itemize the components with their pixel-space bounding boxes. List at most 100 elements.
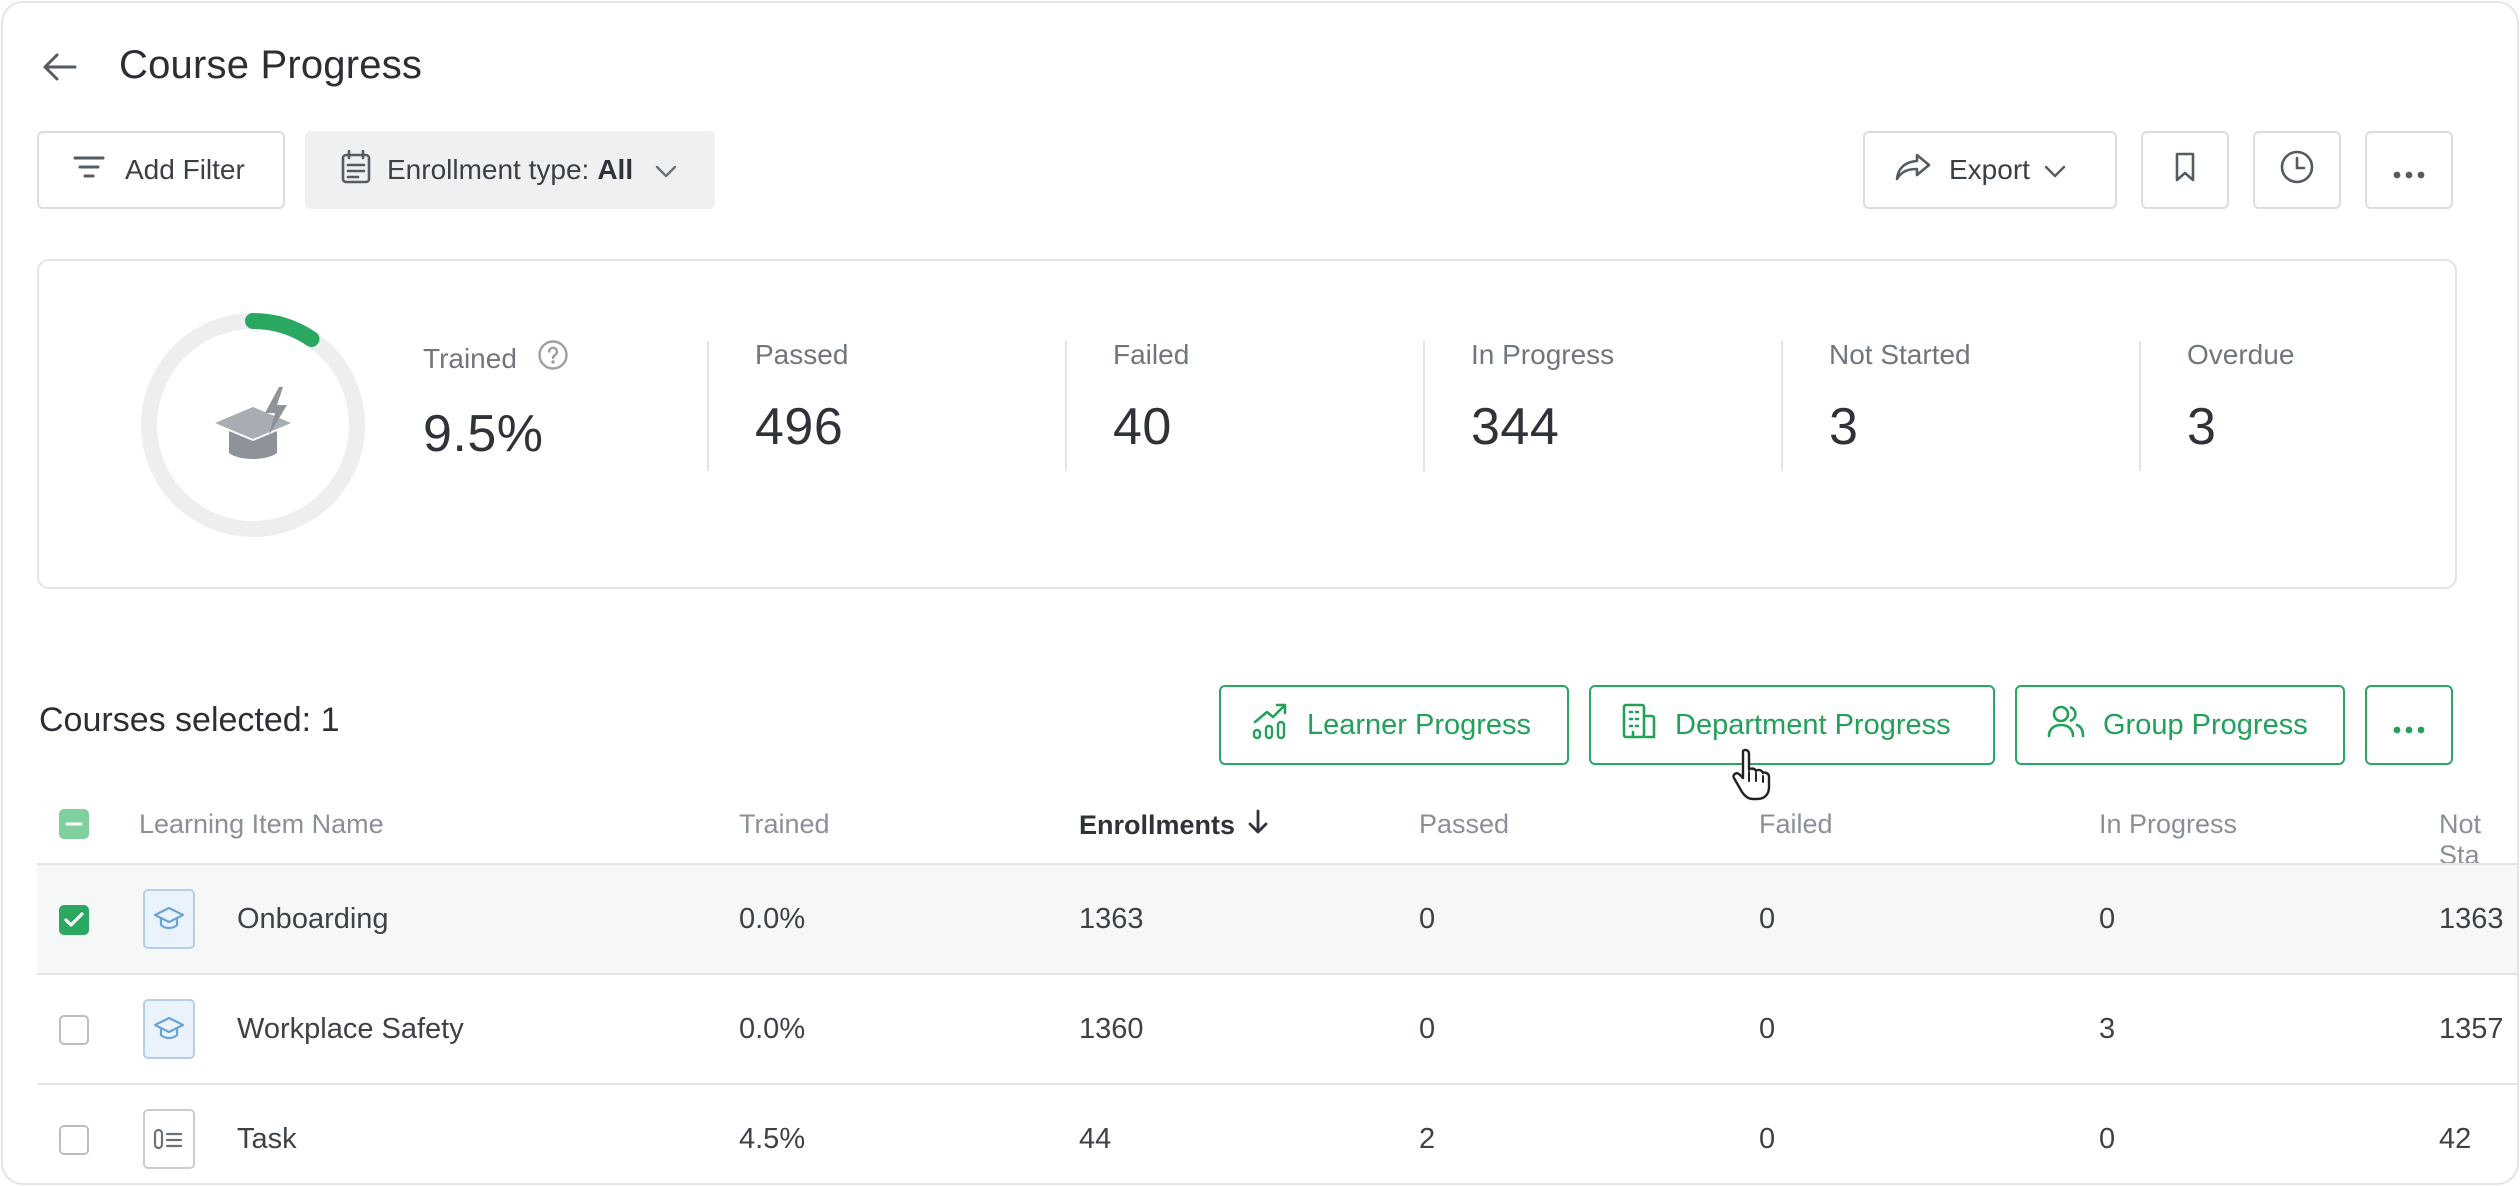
export-label: Export: [1949, 154, 2030, 185]
back-arrow-icon[interactable]: [39, 47, 79, 87]
in-progress-cell: 0: [2099, 903, 2116, 935]
group-progress-button[interactable]: Group Progress: [2015, 685, 2345, 765]
course-icon: [143, 999, 195, 1059]
stat-value: 496: [755, 398, 844, 456]
chevron-down-icon: [655, 154, 677, 186]
help-icon[interactable]: [537, 339, 569, 378]
item-name[interactable]: Task: [237, 1123, 297, 1155]
not-started-cell: 42: [2439, 1123, 2472, 1155]
stat-trained: Trained 9.5%: [423, 339, 569, 464]
export-button[interactable]: Export: [1863, 131, 2117, 209]
more-actions-button[interactable]: [2365, 685, 2453, 765]
trained-cell: 0.0%: [739, 903, 806, 935]
bookmark-icon: [2174, 152, 2196, 189]
failed-cell: 0: [1759, 1123, 1776, 1155]
stat-overdue: Overdue 3: [2187, 339, 2294, 457]
share-arrow-icon: [1895, 153, 1931, 188]
passed-cell: 0: [1419, 903, 1436, 935]
learner-progress-button[interactable]: Learner Progress: [1219, 685, 1569, 765]
divider: [2139, 341, 2141, 471]
enrollment-type-label: Enrollment type:: [387, 154, 590, 185]
chart-growth-icon: [1251, 702, 1289, 748]
in-progress-cell: 3: [2099, 1013, 2116, 1045]
stat-value: 9.5%: [423, 405, 544, 463]
enrollments-cell: 1360: [1079, 1013, 1144, 1045]
add-filter-label: Add Filter: [125, 154, 245, 185]
stat-value: 344: [1471, 398, 1560, 456]
stat-label: Passed: [755, 339, 849, 370]
stat-label: Not Started: [1829, 339, 1971, 370]
clock-icon: [2279, 149, 2315, 192]
column-header-in-progress[interactable]: In Progress: [2099, 809, 2238, 839]
divider: [1065, 341, 1067, 471]
add-filter-button[interactable]: Add Filter: [37, 131, 285, 209]
trained-cell: 4.5%: [739, 1123, 806, 1155]
divider: [1423, 341, 1425, 471]
task-icon: [143, 1109, 195, 1169]
enrollment-type-dropdown[interactable]: Enrollment type: All: [305, 131, 715, 209]
learner-progress-label: Learner Progress: [1307, 708, 1532, 741]
failed-cell: 0: [1759, 903, 1776, 935]
failed-cell: 0: [1759, 1013, 1776, 1045]
hand-pointer-icon: [1731, 747, 1771, 806]
item-name[interactable]: Onboarding: [237, 903, 389, 935]
not-started-cell: 1363: [2439, 903, 2504, 935]
history-button[interactable]: [2253, 131, 2341, 209]
ellipsis-icon: [2393, 154, 2425, 186]
stat-value: 3: [1829, 398, 1859, 456]
not-started-cell: 1357: [2439, 1013, 2504, 1045]
summary-card: Trained 9.5% Passed 496 Failed 40 In Pro…: [37, 259, 2457, 589]
row-checkbox[interactable]: [59, 1125, 89, 1155]
column-header-trained[interactable]: Trained: [739, 809, 830, 839]
stat-label: Overdue: [2187, 339, 2295, 370]
trained-cell: 0.0%: [739, 1013, 806, 1045]
column-header-enrollments[interactable]: Enrollments: [1079, 809, 1269, 842]
select-all-checkbox[interactable]: [59, 809, 89, 839]
stat-label: Trained: [423, 342, 517, 374]
building-icon: [1621, 702, 1657, 748]
stat-failed: Failed 40: [1113, 339, 1189, 457]
courses-selected-count: Courses selected: 1: [39, 701, 340, 739]
column-header-enrollments-label: Enrollments: [1079, 810, 1236, 840]
table-row[interactable]: Task 4.5% 44 2 0 0 42: [37, 1083, 2517, 1183]
course-cap-icon: [215, 387, 291, 459]
stat-in-progress: In Progress 344: [1471, 339, 1614, 457]
stat-label: In Progress: [1471, 339, 1615, 370]
row-checkbox[interactable]: [59, 905, 89, 935]
stat-label: Failed: [1113, 339, 1190, 370]
enrollments-cell: 44: [1079, 1123, 1112, 1155]
sort-descending-icon: [1247, 809, 1269, 842]
department-progress-button[interactable]: Department Progress: [1589, 685, 1995, 765]
trained-progress-ring: [135, 307, 371, 543]
column-header-not-started[interactable]: Not Sta: [2439, 809, 2482, 870]
column-header-passed[interactable]: Passed: [1419, 809, 1510, 839]
department-progress-label: Department Progress: [1675, 708, 1951, 741]
column-header-name[interactable]: Learning Item Name: [139, 809, 384, 839]
table-row[interactable]: Onboarding 0.0% 1363 0 0 0 1363: [37, 863, 2517, 973]
filter-icon: [73, 154, 105, 186]
enrollments-cell: 1363: [1079, 903, 1144, 935]
group-progress-label: Group Progress: [2103, 708, 2308, 741]
stat-passed: Passed 496: [755, 339, 848, 457]
column-header-failed[interactable]: Failed: [1759, 809, 1833, 839]
users-icon: [2047, 704, 2085, 746]
enrollment-type-value: All: [597, 154, 634, 185]
chevron-down-icon: [2044, 154, 2066, 186]
in-progress-cell: 0: [2099, 1123, 2116, 1155]
course-icon: [143, 889, 195, 949]
row-checkbox[interactable]: [59, 1015, 89, 1045]
item-name[interactable]: Workplace Safety: [237, 1013, 464, 1045]
calendar-icon: [341, 149, 371, 191]
divider: [707, 341, 709, 471]
bookmark-button[interactable]: [2141, 131, 2229, 209]
more-options-button[interactable]: [2365, 131, 2453, 209]
divider: [1781, 341, 1783, 471]
stat-value: 40: [1113, 398, 1172, 456]
stat-value: 3: [2187, 398, 2217, 456]
table-row[interactable]: Workplace Safety 0.0% 1360 0 0 3 1357: [37, 973, 2517, 1083]
passed-cell: 2: [1419, 1123, 1436, 1155]
passed-cell: 0: [1419, 1013, 1436, 1045]
ellipsis-icon: [2393, 709, 2425, 742]
stat-not-started: Not Started 3: [1829, 339, 1971, 457]
